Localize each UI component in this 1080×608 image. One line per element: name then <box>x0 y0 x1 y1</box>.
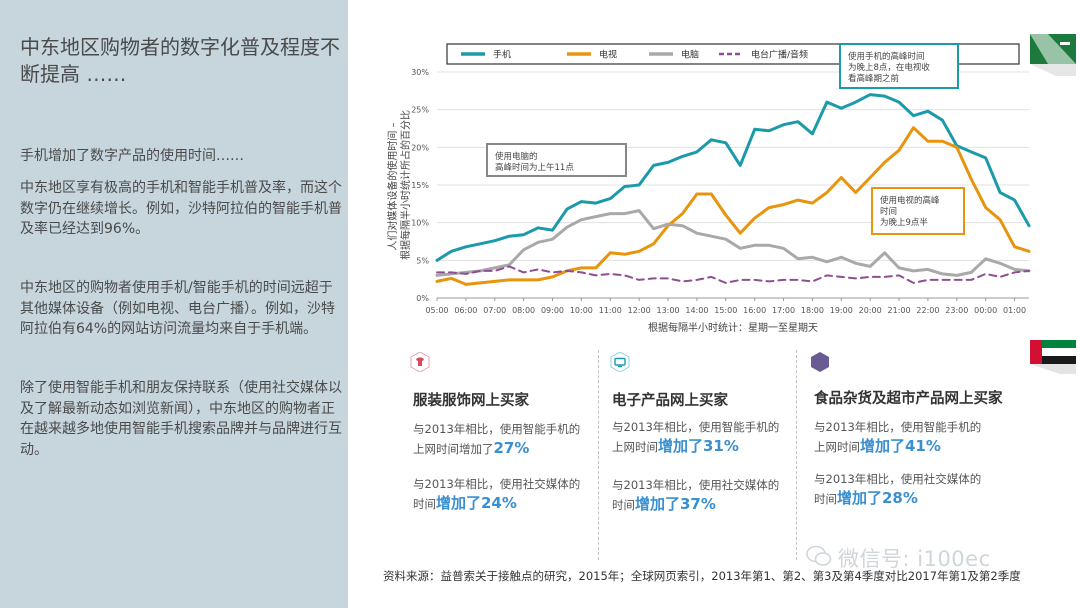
sidebar-paragraph-3: 除了使用智能手机和朋友保持联系（使用社交媒体以及了解最新动态如浏览新闻），中东地… <box>20 380 342 458</box>
grocery-stat-social-value: 增加了28% <box>837 489 918 507</box>
x-axis-label: 根据每隔半小时统计：星期一至星期天 <box>648 321 818 334</box>
series-line-3 <box>436 265 1030 284</box>
grocery-stat-smartphone-value: 增加了41% <box>860 437 941 455</box>
x-tick-label: 10:00 <box>570 306 593 315</box>
column-divider <box>796 350 797 560</box>
sidebar: 中东地区购物者的数字化普及程度不断提高 …… 手机增加了数字产品的使用时间…… … <box>0 0 348 608</box>
x-tick-label: 05:00 <box>425 306 448 315</box>
series-line-1 <box>435 126 1031 286</box>
annotation-box-1 <box>839 43 959 89</box>
electronics-stat-smartphone-text: 与2013年相比，使用智能手机的上网时间 <box>612 420 780 454</box>
x-tick-label: 15:00 <box>714 306 737 315</box>
grocery-stat-smartphone: 与2013年相比，使用智能手机的上网时间增加了41% <box>814 418 989 457</box>
x-tick-label: 01:00 <box>1003 306 1026 315</box>
basket-icon <box>811 352 829 372</box>
legend-label-2: 电脑 <box>681 49 699 61</box>
x-tick-label: 21:00 <box>888 306 911 315</box>
y-tick-label: 15% <box>411 181 429 190</box>
x-tick-label: 12:00 <box>628 306 651 315</box>
series-line-2 <box>435 209 1031 277</box>
line-chart-svg: 0% 5% 10% 15% 20% 25% 30% 05:00 06:00 07:00 08:00 0… <box>386 43 1031 334</box>
uae-flag-icon <box>1030 340 1076 374</box>
x-tick-label: 11:00 <box>599 306 622 315</box>
watermark: 微信号: i100ec <box>838 547 991 571</box>
x-tick-label: 08:00 <box>512 306 535 315</box>
x-tick-label: 22:00 <box>916 306 939 315</box>
electronics-stat-social-text: 与2013年相比，使用社交媒体的时间 <box>612 478 780 512</box>
x-tick-label: 23:00 <box>945 306 968 315</box>
series-line-0 <box>435 93 1031 262</box>
x-tick-label: 14:00 <box>685 306 708 315</box>
saudi-flag-icon <box>1030 34 1076 76</box>
x-tick-label: 18:00 <box>801 306 824 315</box>
annotation-text-1: 使用手机的高峰时间为晚上8点，在电视收看高峰期之前 <box>848 51 930 84</box>
electronics-stat-social-value: 增加了37% <box>635 495 716 513</box>
tv-icon <box>610 352 630 372</box>
x-tick-label: 06:00 <box>454 306 477 315</box>
electronics-stat-smartphone-value: 增加了31% <box>658 437 739 455</box>
column-divider <box>598 350 599 560</box>
x-tick-label: 20:00 <box>859 306 882 315</box>
y-tick-label: 30% <box>411 68 429 77</box>
legend-label-3: 电台广播/音频 <box>751 49 808 61</box>
x-tick-label: 17:00 <box>772 306 795 315</box>
x-tick-label: 00:00 <box>974 306 997 315</box>
electronics-stat-social: 与2013年相比，使用社交媒体的时间增加了37% <box>612 476 782 515</box>
grocery-stat-social-text: 与2013年相比，使用社交媒体的时间 <box>814 472 982 506</box>
y-tick-label: 5% <box>416 256 429 265</box>
annotation-text-2: 使用电视的高峰时间为晚上9点半 <box>880 195 940 228</box>
apparel-stat-social: 与2013年相比，使用社交媒体的时间增加了24% <box>413 475 583 514</box>
apparel-stat-smartphone: 与2013年相比，使用智能手机的上网时间增加了27% <box>413 420 583 459</box>
y-tick-label: 0% <box>416 294 429 303</box>
sidebar-paragraph-2: 中东地区的购物者使用手机/智能手机的时间远超于其他媒体设备（例如电视、电台广播）… <box>20 280 335 337</box>
grocery-stat-smartphone-text: 与2013年相比，使用智能手机的上网时间 <box>814 420 982 454</box>
x-tick-label: 07:00 <box>483 306 506 315</box>
annotation-box-0 <box>486 143 627 177</box>
sidebar-subtitle: 手机增加了数字产品的使用时间…… <box>20 148 244 164</box>
apparel-stat-smartphone-value: 27% <box>493 439 530 457</box>
x-tick-label: 09:00 <box>541 306 564 315</box>
apparel-stat-social-value: 增加了24% <box>436 494 517 512</box>
y-tick-label: 10% <box>411 219 429 228</box>
media-usage-chart: 0% 5% 10% 15% 20% 25% 30% 05:00 06:00 07:00 08:00 0… <box>372 38 1032 338</box>
y-axis-label: 人们对媒体设备的使用时间 – 根据每隔半小时统计所占的百分比 <box>386 110 412 260</box>
apparel-stat-smartphone-text: 与2013年相比，使用智能手机的上网时间增加了 <box>413 422 581 456</box>
shirt-icon <box>410 352 430 372</box>
annotation-text-0: 使用电脑的高峰时间为上午11点 <box>495 151 574 173</box>
category-title-grocery: 食品杂货及超市产品网上买家 <box>814 391 1003 407</box>
wechat-icon <box>806 545 832 566</box>
x-tick-label: 16:00 <box>743 306 766 315</box>
category-title-apparel: 服装服饰网上买家 <box>413 393 529 409</box>
annotation-box-2 <box>871 187 965 235</box>
category-title-electronics: 电子产品网上买家 <box>612 393 728 409</box>
sidebar-paragraph-1: 中东地区享有极高的手机和智能手机普及率，而这个数字仍在继续增长。例如，沙特阿拉伯… <box>20 180 342 237</box>
x-tick-label: 19:00 <box>830 306 853 315</box>
electronics-stat-smartphone: 与2013年相比，使用智能手机的上网时间增加了31% <box>612 418 782 457</box>
apparel-stat-social-text: 与2013年相比，使用社交媒体的时间 <box>413 477 581 511</box>
page-title: 中东地区购物者的数字化普及程度不断提高 …… <box>20 35 340 86</box>
y-tick-label: 20% <box>411 143 429 152</box>
x-tick-label: 13:00 <box>656 306 679 315</box>
grocery-stat-social: 与2013年相比，使用社交媒体的时间增加了28% <box>814 470 989 509</box>
legend-label-0: 手机 <box>493 49 511 61</box>
y-tick-label: 25% <box>411 106 429 115</box>
source-note: 资料来源：益普索关于接触点的研究，2015年；全球网页索引，2013年第1、第2… <box>383 569 1021 583</box>
legend-label-1: 电视 <box>599 49 617 61</box>
